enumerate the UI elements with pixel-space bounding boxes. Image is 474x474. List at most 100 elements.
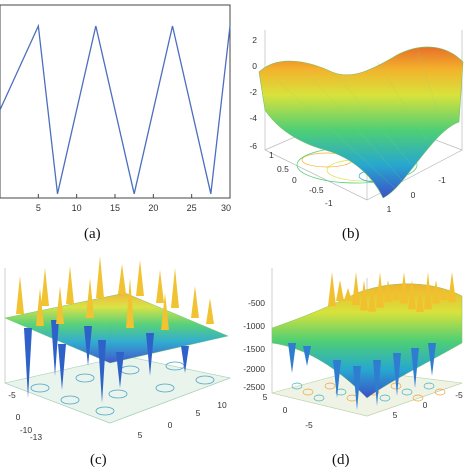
chart-d-spike-up bbox=[352, 272, 360, 306]
chart-c-spike-down bbox=[84, 326, 92, 366]
chart-c-contour bbox=[108, 389, 128, 399]
chart-d-spike-up bbox=[424, 272, 432, 310]
chart-d-ztick-label: -1500 bbox=[243, 344, 265, 354]
caption-d: (d) bbox=[332, 452, 350, 468]
chart-b-xtick-label: -1 bbox=[438, 175, 446, 185]
chart-a-xtick-label: 20 bbox=[148, 203, 158, 213]
chart-d-spike-up bbox=[432, 280, 440, 304]
chart-c-contour bbox=[30, 383, 50, 393]
chart-d-spike-up bbox=[368, 288, 376, 312]
chart-c-ytick-label: -10 bbox=[20, 425, 33, 435]
chart-c-spike-up bbox=[156, 270, 164, 303]
chart-d-spike-down bbox=[393, 353, 401, 396]
chart-d-spike-up bbox=[384, 280, 392, 303]
chart-d-ytick-label: 5 bbox=[263, 392, 268, 402]
chart-c-spike-up bbox=[56, 286, 64, 324]
chart-c-contour bbox=[95, 406, 115, 416]
chart-c: 0 -5 -10-13 5 0 5 10 bbox=[3, 256, 232, 442]
chart-d-spike-up bbox=[344, 288, 352, 301]
chart-d-xtick-label: 0 bbox=[423, 400, 428, 410]
chart-d-spikes bbox=[288, 272, 456, 410]
caption-c: (c) bbox=[90, 452, 107, 468]
chart-d-spike-up bbox=[376, 272, 384, 308]
chart-b: 20-2-4-610.50-0.5-110-1 bbox=[249, 30, 464, 214]
chart-d-spike-up bbox=[400, 272, 408, 304]
chart-c-spike-up bbox=[126, 278, 134, 328]
chart-d-contour bbox=[291, 382, 303, 390]
chart-b-xtick-label: 0 bbox=[411, 190, 416, 200]
chart-c-spike-down bbox=[146, 333, 154, 376]
chart-d-ztick-label: -2500 bbox=[243, 382, 265, 392]
chart-c-ytick-label: -5 bbox=[8, 390, 16, 400]
chart-c-spike-up bbox=[16, 276, 24, 314]
chart-d-contour bbox=[434, 388, 446, 396]
chart-a-xtick-label: 10 bbox=[72, 203, 82, 213]
chart-d-contour bbox=[423, 382, 435, 390]
chart-d-spike-up bbox=[440, 288, 448, 301]
chart-d-xtick-label: -5 bbox=[455, 390, 463, 400]
chart-c-spike-up bbox=[206, 298, 214, 324]
chart-d-xtick-label: 5 bbox=[393, 410, 398, 420]
chart-d-spike-down bbox=[288, 343, 296, 373]
chart-c-spike-up bbox=[41, 268, 49, 306]
chart-b-ztick-label: -4 bbox=[249, 113, 257, 123]
chart-b-ztick-label: -2 bbox=[249, 87, 257, 97]
chart-c-spike-up bbox=[96, 256, 104, 298]
chart-b-ytick-label: -0.5 bbox=[309, 185, 324, 195]
chart-a: 5 10 15 20 25 30 bbox=[0, 4, 231, 213]
chart-c-spike-down bbox=[181, 346, 189, 373]
chart-b-ytick-label: 1 bbox=[269, 150, 274, 160]
chart-d-contour bbox=[302, 388, 314, 396]
chart-c-contour bbox=[195, 375, 215, 385]
chart-c-xtick-label: 5 bbox=[138, 430, 143, 440]
chart-b-ytick-label: 0.5 bbox=[277, 164, 289, 174]
chart-b-ytick-label: 0 bbox=[292, 175, 297, 185]
chart-c-spike-down bbox=[116, 352, 124, 388]
chart-d-ztick-label: -2000 bbox=[243, 364, 265, 374]
chart-c-spike-up bbox=[86, 278, 94, 318]
chart-d-ztick-label: -1000 bbox=[243, 321, 265, 331]
chart-c-xtick-label: 0 bbox=[168, 420, 173, 430]
chart-d-spike-up bbox=[392, 288, 400, 301]
chart-c-spike-down bbox=[51, 320, 59, 376]
chart-a-line bbox=[0, 23, 231, 194]
chart-d-contour bbox=[401, 388, 413, 396]
chart-c-contour bbox=[75, 373, 95, 383]
chart-c-spike-up bbox=[36, 288, 44, 326]
caption-b: (b) bbox=[342, 226, 360, 242]
chart-d-contour bbox=[313, 394, 325, 402]
chart-d-spike-down bbox=[411, 348, 419, 388]
chart-c-spike-down bbox=[24, 328, 32, 398]
chart-c-spike-up bbox=[118, 264, 126, 294]
chart-c-spike-down bbox=[98, 340, 106, 403]
chart-d-spike-down bbox=[373, 360, 381, 406]
chart-d-spike-down bbox=[303, 346, 311, 366]
chart-b-ztick-label: 2 bbox=[252, 35, 257, 45]
chart-c-spike-up bbox=[191, 286, 199, 318]
chart-d-spike-up bbox=[360, 280, 368, 311]
chart-d-spike-down bbox=[353, 366, 361, 410]
chart-d-ztick-label: -500 bbox=[248, 298, 265, 308]
chart-c-spike-up bbox=[66, 266, 74, 304]
chart-c-ytick-label: 0 bbox=[16, 412, 21, 422]
chart-c-spike-down bbox=[58, 344, 66, 390]
chart-d-spike-up bbox=[416, 288, 424, 312]
chart-d-spike-up bbox=[328, 272, 336, 306]
chart-d-ytick-label: -5 bbox=[305, 420, 313, 430]
chart-b-mesh bbox=[276, 47, 443, 191]
chart-d-contour bbox=[335, 388, 347, 396]
chart-a-xtick-label: 15 bbox=[110, 203, 120, 213]
chart-d-spike-up bbox=[336, 280, 344, 301]
chart-c-xtick-label: 5 bbox=[196, 408, 201, 418]
chart-b-ztick-label: -6 bbox=[249, 141, 257, 151]
chart-b-ztick-label: 0 bbox=[252, 61, 257, 71]
chart-c-ytick-label: -13 bbox=[30, 432, 43, 442]
chart-d-contour bbox=[324, 382, 336, 390]
chart-b-xtick-label: 1 bbox=[387, 204, 392, 214]
chart-d-spike-down bbox=[428, 343, 436, 376]
caption-a: (a) bbox=[84, 226, 101, 242]
chart-b-surface bbox=[258, 46, 464, 199]
chart-a-xtick-label: 30 bbox=[221, 203, 231, 213]
chart-c-contour bbox=[155, 383, 175, 393]
